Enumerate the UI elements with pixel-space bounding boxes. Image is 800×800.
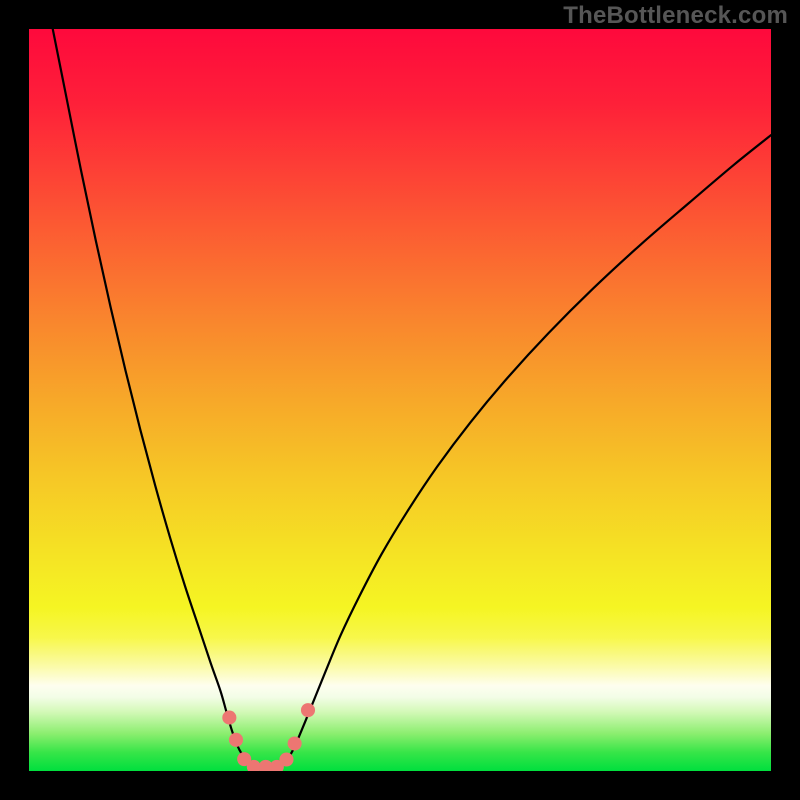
curve-marker: [288, 736, 302, 750]
curve-marker: [301, 703, 315, 717]
watermark-text: TheBottleneck.com: [563, 2, 788, 30]
curve-marker: [229, 733, 243, 747]
curve-marker: [279, 752, 293, 766]
chart-frame: TheBottleneck.com: [0, 0, 800, 800]
plot-svg: [29, 29, 771, 771]
curve-marker: [222, 711, 236, 725]
plot-background: [29, 29, 771, 771]
